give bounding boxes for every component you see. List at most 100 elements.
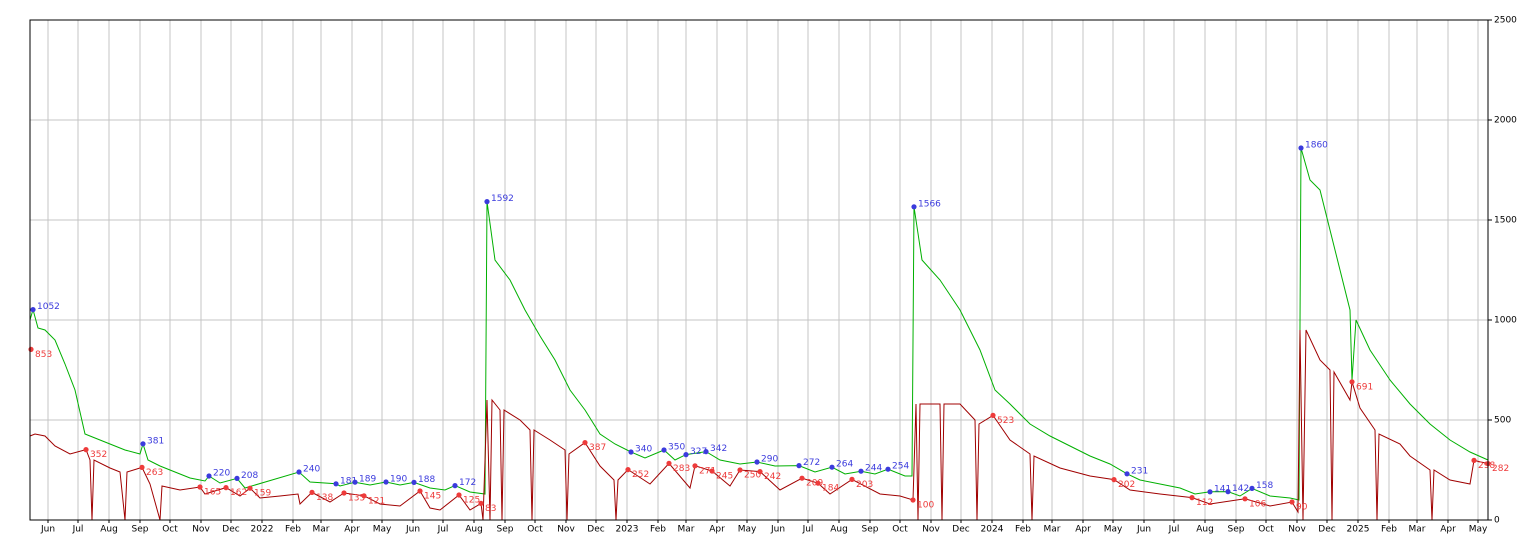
marker-label: 240 (303, 465, 320, 475)
marker-point (757, 469, 763, 475)
x-tick-label: Sep (497, 525, 514, 535)
x-tick-label: May (738, 525, 757, 535)
x-tick-label: Aug (100, 525, 118, 535)
x-tick-label: 2022 (251, 525, 274, 535)
marker-label: 209 (806, 479, 823, 489)
marker-point (829, 464, 835, 470)
marker-label: 141 (1214, 484, 1231, 494)
marker-label: 245 (716, 472, 733, 482)
marker-point (1349, 379, 1355, 385)
marker-label: 159 (254, 489, 271, 499)
marker-point (1289, 499, 1295, 505)
x-tick-label: May (1469, 525, 1488, 535)
plot-area (30, 20, 1488, 520)
marker-point (1225, 489, 1231, 495)
x-tick-label: Apr (344, 525, 360, 535)
y-tick-label: 1500 (1494, 216, 1517, 226)
marker-label: 264 (836, 460, 853, 470)
marker-label: 112 (1196, 498, 1213, 508)
marker-label: 340 (635, 445, 652, 455)
x-tick-label: 2025 (1347, 525, 1370, 535)
marker-label: 142 (1232, 484, 1249, 494)
marker-label: 272 (803, 458, 820, 468)
marker-point (1124, 471, 1130, 477)
marker-point (417, 488, 423, 494)
marker-label: 271 (699, 466, 716, 476)
x-tick-label: Apr (1440, 525, 1456, 535)
series-line (29, 329, 1489, 521)
x-tick-label: Jun (770, 525, 785, 535)
marker-label: 282 (1492, 464, 1509, 474)
marker-label: 263 (146, 468, 163, 478)
marker-point (990, 412, 996, 418)
marker-label: 162 (230, 488, 247, 498)
x-tick-label: Feb (1015, 525, 1031, 535)
marker-label: 1566 (918, 199, 941, 209)
x-tick-label: Nov (922, 525, 940, 535)
y-tick-label: 0 (1494, 516, 1500, 526)
x-tick-label: 2024 (981, 525, 1004, 535)
marker-label: 1592 (491, 194, 514, 204)
marker-label: 387 (589, 443, 606, 453)
marker-point (911, 204, 917, 210)
marker-point (1298, 145, 1304, 151)
x-tick-label: Nov (192, 525, 210, 535)
marker-label: 1052 (37, 302, 60, 312)
x-tick-label: Oct (1258, 525, 1274, 535)
marker-point (737, 467, 743, 473)
marker-label: 135 (348, 494, 365, 504)
x-tick-label: Aug (1196, 525, 1214, 535)
marker-point (910, 497, 916, 503)
marker-point (1111, 477, 1117, 483)
marker-point (796, 463, 802, 469)
x-tick-label: Mar (1044, 525, 1061, 535)
x-tick-label: Oct (892, 525, 908, 535)
x-tick-label: Jul (72, 525, 84, 535)
x-tick-label: Jul (437, 525, 449, 535)
marker-label: 254 (892, 462, 909, 472)
x-tick-label: Sep (1228, 525, 1245, 535)
x-tick-label: Aug (465, 525, 483, 535)
marker-label: 158 (1256, 481, 1273, 491)
marker-label: 181 (340, 476, 357, 486)
marker-label: 252 (632, 470, 649, 480)
marker-point (333, 481, 339, 487)
marker-label: 250 (744, 471, 761, 481)
marker-label: 208 (241, 471, 258, 481)
y-tick-label: 1000 (1494, 316, 1517, 326)
marker-label: 106 (1249, 499, 1266, 509)
marker-point (452, 483, 458, 489)
x-tick-label: Mar (313, 525, 330, 535)
marker-point (1189, 495, 1195, 501)
x-tick-label: Dec (587, 525, 604, 535)
marker-point (703, 449, 709, 455)
marker-point (815, 480, 821, 486)
marker-label: 283 (673, 464, 690, 474)
marker-point (799, 475, 805, 481)
marker-point (582, 440, 588, 446)
marker-point (83, 447, 89, 453)
marker-label: 188 (418, 475, 435, 485)
x-tick-label: Oct (527, 525, 543, 535)
x-tick-label: Feb (650, 525, 666, 535)
marker-point (709, 468, 715, 474)
marker-point (223, 485, 229, 491)
marker-label: 290 (761, 455, 778, 465)
marker-point (140, 441, 146, 447)
marker-point (1471, 457, 1477, 463)
marker-label: 342 (710, 444, 727, 454)
x-tick-label: Apr (709, 525, 725, 535)
marker-point (661, 447, 667, 453)
marker-label: 190 (390, 475, 407, 485)
x-tick-label: Jul (802, 525, 814, 535)
x-tick-label: Aug (830, 525, 848, 535)
marker-point (683, 452, 689, 458)
marker-point (484, 199, 490, 205)
marker-label: 242 (764, 472, 781, 482)
marker-point (754, 459, 760, 465)
marker-label: 352 (90, 450, 107, 460)
marker-point (1207, 489, 1213, 495)
x-tick-label: Dec (952, 525, 969, 535)
